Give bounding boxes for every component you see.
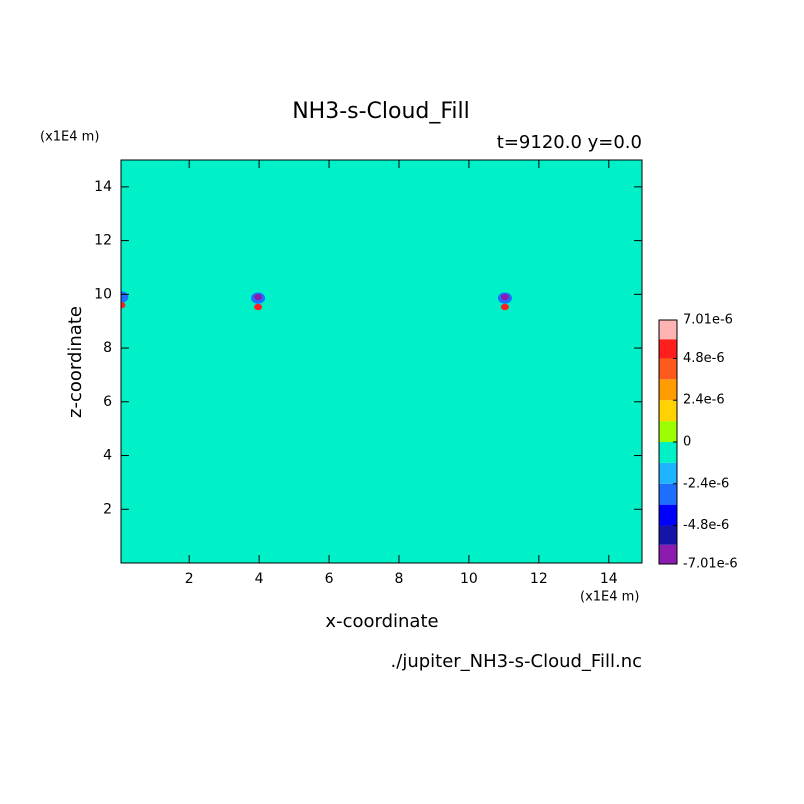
contour-band (358, 293, 376, 302)
contour-band (121, 236, 204, 304)
y-unit: (x1E4 m) (40, 130, 99, 145)
x-tick-label: 6 (325, 571, 334, 587)
plot-frame (120, 159, 643, 564)
colorbar-label: 7.01e-6 (683, 313, 733, 328)
y-tick-label: 14 (94, 179, 112, 195)
colorbar-label: 4.8e-6 (683, 351, 725, 366)
colorbar-band (659, 339, 677, 359)
contour-spot (500, 293, 509, 301)
y-tick-label: 10 (94, 286, 112, 302)
colorbar-band (659, 400, 677, 422)
contour-band (584, 276, 642, 304)
field-background (121, 160, 642, 563)
x-tick-label: 12 (530, 571, 548, 587)
colorbar-label: -7.01e-6 (683, 557, 738, 572)
colorbar-band (659, 544, 677, 564)
contour-band (121, 214, 304, 246)
contour-band (449, 244, 537, 304)
colorbar-label: -4.8e-6 (683, 518, 729, 533)
x-tick-label: 14 (600, 571, 618, 587)
x-tick-label: 10 (460, 571, 478, 587)
contour-spot (500, 303, 509, 311)
contour-spot (254, 303, 263, 311)
x-axis-label: x-coordinate (325, 611, 438, 632)
colorbar-band (659, 421, 677, 442)
x-tick-label: 8 (395, 571, 404, 587)
colorbar-band (659, 504, 677, 526)
y-tick-label: 4 (103, 448, 112, 464)
colorbar-band (659, 379, 677, 401)
field (121, 160, 642, 563)
contour-spot (254, 293, 263, 301)
chart-subtitle: t=9120.0 y=0.0 (497, 132, 642, 153)
y-tick-label: 8 (103, 340, 112, 356)
colorbar-label: 2.4e-6 (683, 393, 725, 408)
colorbar-band (659, 442, 677, 463)
y-tick-label: 12 (94, 233, 112, 249)
x-unit: (x1E4 m) (580, 590, 639, 605)
source-file: ./jupiter_NH3-s-Cloud_Fill.nc (391, 651, 642, 672)
y-tick-label: 6 (103, 394, 112, 410)
y-axis-label: z-coordinate (65, 306, 86, 418)
contour-band (559, 236, 642, 304)
colorbar-band (659, 483, 677, 505)
colorbar-band (659, 462, 677, 484)
x-tick-label: 4 (255, 571, 264, 587)
colorbar-label: -2.4e-6 (683, 476, 729, 491)
colorbar-band (659, 525, 677, 545)
colorbar-band (659, 358, 677, 380)
contour-band (226, 244, 314, 304)
x-tick-label: 2 (185, 571, 194, 587)
contour-spot (121, 301, 126, 309)
colorbar-label: 0 (683, 435, 691, 450)
contour-band (459, 214, 642, 246)
contour-spot (391, 288, 410, 304)
y-tick-label: 2 (103, 501, 112, 517)
chart-title: NH3-s-Cloud_Fill (292, 99, 470, 124)
contour-band (121, 276, 179, 304)
colorbar-band (659, 320, 677, 340)
